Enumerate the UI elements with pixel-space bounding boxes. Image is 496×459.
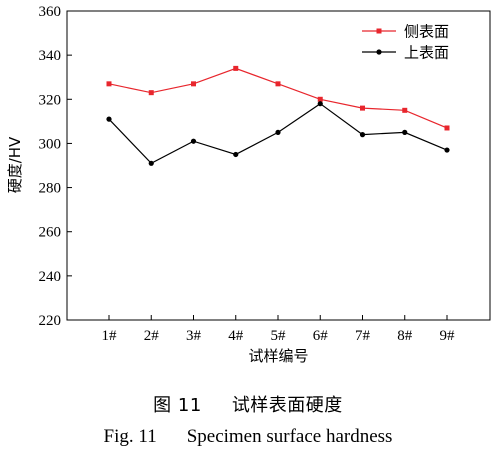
x-tick-label: 2# xyxy=(144,328,160,344)
series-layer xyxy=(106,65,450,166)
legend-label: 上表面 xyxy=(404,44,449,62)
data-point xyxy=(402,129,408,135)
data-point xyxy=(233,65,239,71)
data-point xyxy=(106,116,112,122)
y-tick-label: 340 xyxy=(39,48,62,64)
y-axis-title: 硬度/HV xyxy=(6,136,24,193)
x-axis-title: 试样编号 xyxy=(248,347,308,365)
x-tick-label: 9# xyxy=(440,328,456,344)
data-point xyxy=(148,160,154,166)
data-point xyxy=(317,96,323,102)
legend-marker xyxy=(376,28,382,34)
data-point xyxy=(360,105,365,111)
x-axis: 1# 2# 3# 4# 5# 6# 7# 8# 9# xyxy=(102,315,456,344)
data-point xyxy=(317,101,323,107)
data-point xyxy=(106,81,112,87)
hardness-line-chart: 220 240 260 280 300 320 340 360 1# 2# 3# 4# 5# 6# 7# 8… xyxy=(6,4,491,365)
caption-en-text: Specimen surface hardness xyxy=(186,426,393,447)
legend-label: 侧表面 xyxy=(404,23,449,41)
series-line-1 xyxy=(108,67,448,129)
legend-marker xyxy=(376,49,382,55)
x-tick-label: 3# xyxy=(186,328,202,344)
x-tick-label: 8# xyxy=(397,328,413,344)
data-point xyxy=(190,138,197,144)
data-point xyxy=(275,81,281,87)
data-point xyxy=(275,129,281,135)
y-tick-label: 240 xyxy=(39,269,62,285)
y-tick-label: 360 xyxy=(39,4,62,20)
data-point xyxy=(444,147,450,153)
y-tick-label: 220 xyxy=(39,313,62,329)
y-axis: 220 240 260 280 300 320 340 360 xyxy=(39,4,72,329)
data-point xyxy=(402,107,408,113)
x-tick-label: 1# xyxy=(102,328,118,344)
data-point xyxy=(233,151,239,158)
y-tick-label: 320 xyxy=(39,92,62,108)
x-tick-label: 5# xyxy=(271,328,287,344)
figure-caption-cn: 图 11 试样表面硬度 xyxy=(0,391,496,417)
data-point xyxy=(191,81,196,87)
data-point xyxy=(148,90,154,96)
caption-cn-number: 图 11 xyxy=(153,395,202,416)
figure-caption-en: Fig. 11 Specimen surface hardness xyxy=(0,426,496,448)
data-point xyxy=(444,125,450,131)
caption-cn-text: 试样表面硬度 xyxy=(231,395,343,416)
x-tick-label: 7# xyxy=(355,328,371,344)
data-point xyxy=(359,132,366,138)
y-tick-label: 280 xyxy=(39,181,62,197)
y-tick-label: 260 xyxy=(39,225,62,241)
x-tick-label: 4# xyxy=(228,328,244,344)
caption-en-number: Fig. 11 xyxy=(103,426,157,447)
y-tick-label: 300 xyxy=(39,136,62,152)
x-tick-label: 6# xyxy=(313,328,329,344)
